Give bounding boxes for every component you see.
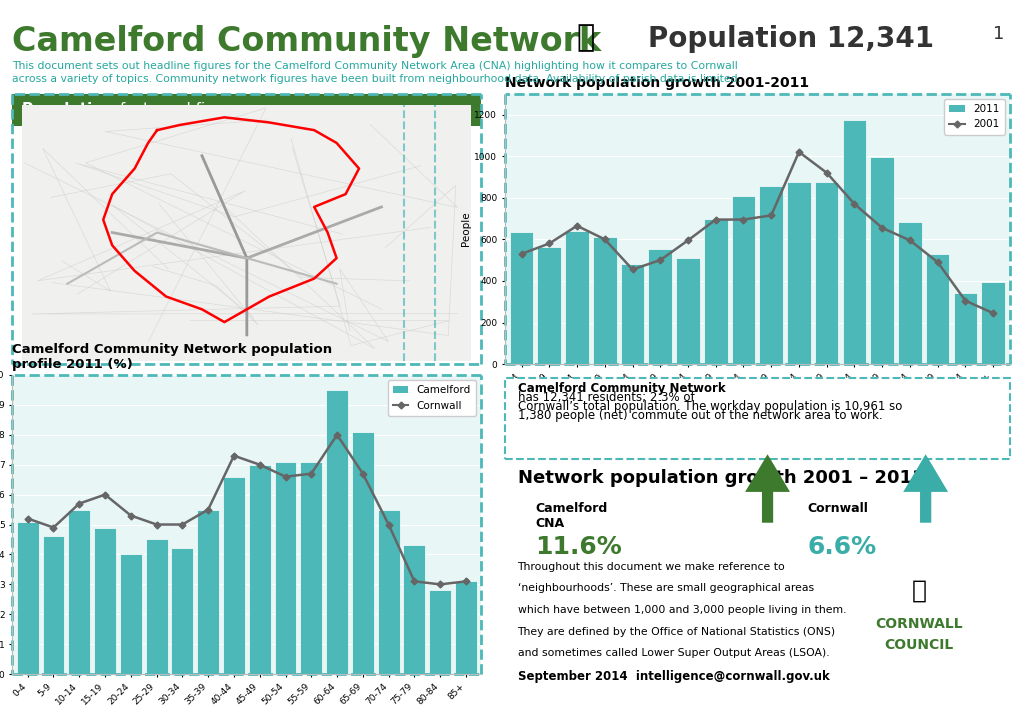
Bar: [925, 254, 949, 364]
Text: This document sets out headline figures for the Camelford Community Network Area: This document sets out headline figures …: [12, 61, 738, 71]
Bar: [842, 120, 865, 364]
Bar: [869, 157, 893, 364]
Legend: Camelford, Cornwall: Camelford, Cornwall: [387, 380, 476, 416]
Bar: [197, 510, 219, 674]
Bar: [676, 258, 699, 364]
Bar: [898, 221, 921, 364]
Bar: [377, 510, 399, 674]
FancyBboxPatch shape: [504, 378, 1009, 459]
Bar: [352, 432, 373, 674]
Bar: [953, 293, 976, 364]
Bar: [16, 521, 39, 674]
Bar: [759, 186, 783, 364]
Text: 6.6%: 6.6%: [807, 535, 876, 559]
Bar: [274, 461, 297, 674]
Text: which have between 1,000 and 3,000 people living in them.: which have between 1,000 and 3,000 peopl…: [517, 605, 845, 615]
Bar: [43, 536, 64, 674]
Bar: [537, 247, 560, 364]
Bar: [565, 231, 588, 364]
Bar: [223, 477, 245, 674]
Text: 11.6%: 11.6%: [535, 535, 622, 559]
Polygon shape: [903, 454, 948, 523]
Text: and sometimes called Lower Super Output Areas (LSOA).: and sometimes called Lower Super Output …: [517, 648, 828, 658]
Text: They are defined by the Office of National Statistics (ONS): They are defined by the Office of Nation…: [517, 627, 835, 637]
Bar: [146, 539, 167, 674]
FancyBboxPatch shape: [12, 94, 481, 126]
Bar: [68, 510, 90, 674]
Y-axis label: People: People: [461, 211, 471, 247]
Text: 1: 1: [993, 25, 1004, 43]
Polygon shape: [744, 454, 790, 523]
Bar: [326, 390, 347, 674]
Text: 👥: 👥: [576, 23, 594, 52]
Text: Throughout this document we make reference to: Throughout this document we make referen…: [517, 562, 785, 572]
Text: Network population growth 2001 – 2011: Network population growth 2001 – 2011: [517, 469, 923, 487]
Bar: [429, 590, 450, 674]
Bar: [787, 182, 810, 364]
Text: facts and figures: facts and figures: [115, 102, 249, 117]
Text: Network population growth 2001-2011: Network population growth 2001-2011: [504, 76, 808, 90]
Bar: [648, 249, 672, 364]
Bar: [731, 195, 754, 364]
Text: CORNWALL: CORNWALL: [874, 617, 962, 632]
Text: ‘neighbourhoods’. These are small geographical areas: ‘neighbourhoods’. These are small geogra…: [517, 583, 813, 593]
Bar: [703, 218, 727, 364]
Bar: [94, 528, 116, 674]
Text: (Census 2011): (Census 2011): [331, 105, 415, 115]
Bar: [249, 465, 270, 674]
Text: Cornwall: Cornwall: [807, 502, 868, 515]
Text: Camelford Community Network population
profile 2011 (%): Camelford Community Network population p…: [12, 343, 332, 371]
Bar: [592, 237, 615, 364]
Text: Camelford Community Network: Camelford Community Network: [12, 25, 601, 58]
Bar: [300, 461, 322, 674]
Text: Camelford
CNA: Camelford CNA: [535, 502, 607, 530]
Bar: [171, 549, 194, 674]
Text: 1,380 people (net) commute out of the network area to work.: 1,380 people (net) commute out of the ne…: [517, 410, 881, 423]
Bar: [454, 581, 477, 674]
Bar: [621, 265, 644, 364]
Text: Cornwall’s total population. The workday population is 10,961 so: Cornwall’s total population. The workday…: [517, 400, 901, 413]
Bar: [814, 182, 838, 364]
Text: September 2014  intelligence@cornwall.gov.uk: September 2014 intelligence@cornwall.gov…: [517, 670, 828, 683]
Text: 🦅: 🦅: [911, 578, 925, 602]
Text: Population 12,341: Population 12,341: [647, 25, 932, 53]
Bar: [980, 282, 1004, 364]
Bar: [404, 546, 425, 674]
Text: across a variety of topics. Community network figures have been built from neigh: across a variety of topics. Community ne…: [12, 74, 741, 84]
Text: COUNCIL: COUNCIL: [883, 638, 953, 653]
Legend: 2011, 2001: 2011, 2001: [943, 99, 1004, 135]
Text: Camelford Community Network: Camelford Community Network: [517, 382, 725, 395]
Text: Population: Population: [21, 102, 114, 117]
Bar: [120, 554, 142, 674]
Text: has 12,341 residents; 2.3% of: has 12,341 residents; 2.3% of: [517, 392, 694, 404]
Bar: [510, 232, 533, 364]
